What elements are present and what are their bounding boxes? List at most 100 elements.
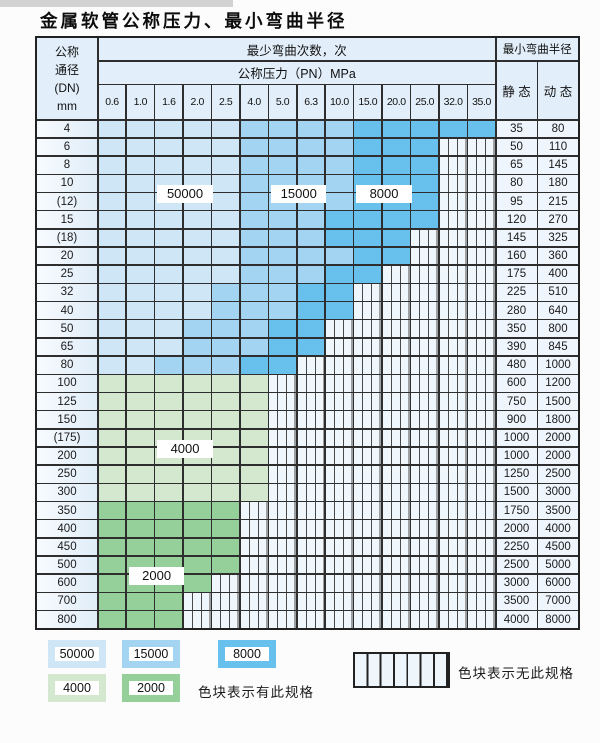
no-spec-cell [325, 429, 353, 447]
no-spec-cell [325, 502, 353, 519]
no-spec-cell [382, 320, 410, 338]
no-spec-cell [325, 520, 353, 538]
spec-cell [382, 120, 410, 138]
static-value-cell: 480 [496, 356, 537, 374]
spec-cell [155, 465, 183, 483]
pressure-col-header: 1.6 [155, 85, 183, 119]
spec-cell [297, 338, 325, 356]
no-spec-cell [468, 593, 495, 610]
spec-cell [468, 120, 495, 138]
dn-cell: 600 [37, 574, 97, 592]
dynamic-value-cell: 400 [538, 265, 578, 283]
spec-cell [240, 211, 268, 229]
spec-cell [155, 120, 183, 138]
bend-cycles-header: 最少弯曲次数，次 [98, 38, 495, 60]
no-spec-cell [382, 574, 410, 592]
static-value-cell: 35 [496, 120, 537, 138]
dynamic-value-cell: 80 [538, 120, 578, 138]
legend-block-15000: 15000 [122, 640, 180, 668]
dynamic-value-cell: 7000 [538, 593, 578, 610]
spec-cell [240, 375, 268, 392]
static-value-cell: 2500 [496, 556, 537, 574]
spec-cell [183, 156, 211, 174]
spec-cell [212, 447, 240, 465]
dynamic-value-cell: 2000 [538, 447, 578, 465]
spec-cell [240, 247, 268, 265]
spec-cell [155, 302, 183, 319]
spec-cell [126, 502, 154, 519]
dynamic-col-header: 动 态 [538, 61, 578, 119]
spec-cell [212, 338, 240, 356]
no-spec-cell [354, 593, 382, 610]
no-spec-cell [269, 574, 296, 592]
spec-cell [183, 284, 211, 301]
no-spec-cell [269, 502, 296, 519]
spec-cell [325, 265, 353, 283]
spec-cell [98, 502, 126, 519]
spec-cell [269, 247, 296, 265]
spec-cell [240, 465, 268, 483]
dn-cell: 65 [37, 338, 97, 356]
spec-cell [297, 156, 325, 174]
spec-cell [126, 175, 154, 192]
spec-cell [98, 356, 126, 374]
spec-cell [183, 265, 211, 283]
dn-cell: 450 [37, 538, 97, 556]
pressure-col-header: 6.3 [297, 85, 325, 119]
spec-cell [212, 320, 240, 338]
spec-cell [98, 520, 126, 538]
no-spec-cell [468, 302, 495, 319]
no-spec-cell [354, 356, 382, 374]
scan-artifact-bar [0, 0, 233, 7]
legend-block-4000: 4000 [48, 674, 106, 702]
no-spec-cell [297, 465, 325, 483]
no-spec-cell [468, 156, 495, 174]
no-spec-cell [354, 429, 382, 447]
spec-cell [411, 156, 439, 174]
no-spec-cell [468, 484, 495, 501]
no-spec-cell [382, 593, 410, 610]
spec-cell [98, 211, 126, 229]
spec-cell [126, 320, 154, 338]
spec-cell [269, 229, 296, 247]
dynamic-value-cell: 270 [538, 211, 578, 229]
spec-cell [183, 574, 211, 592]
spec-cell [240, 338, 268, 356]
dn-cell: 800 [37, 611, 97, 628]
spec-cell [240, 320, 268, 338]
spec-cell [325, 302, 353, 319]
pressure-col-header: 5.0 [269, 85, 296, 119]
spec-cell [98, 138, 126, 156]
no-spec-cell [439, 284, 467, 301]
spec-cell [126, 611, 154, 628]
no-spec-cell [297, 375, 325, 392]
no-spec-cell [240, 538, 268, 556]
no-spec-cell [468, 429, 495, 447]
no-spec-cell [439, 375, 467, 392]
legend-block-50000: 50000 [48, 640, 106, 668]
no-spec-cell [411, 538, 439, 556]
no-spec-cell [325, 393, 353, 410]
spec-cell [411, 138, 439, 156]
no-spec-cell [468, 574, 495, 592]
no-spec-cell [354, 574, 382, 592]
spec-cell [269, 211, 296, 229]
static-value-cell: 160 [496, 247, 537, 265]
no-spec-cell [468, 265, 495, 283]
no-spec-cell [382, 484, 410, 501]
dn-cell: 50 [37, 320, 97, 338]
no-spec-cell [411, 356, 439, 374]
cycle-count-label: 8000 [356, 185, 412, 204]
spec-cell [240, 284, 268, 301]
legend-value: 8000 [233, 647, 261, 661]
spec-cell [325, 247, 353, 265]
dynamic-value-cell: 1200 [538, 375, 578, 392]
spec-cell [411, 120, 439, 138]
spec-cell [98, 375, 126, 392]
static-value-cell: 4000 [496, 611, 537, 628]
spec-cell [382, 138, 410, 156]
spec-cell [183, 556, 211, 574]
no-spec-cell [354, 411, 382, 429]
pressure-col-header: 1.0 [126, 85, 154, 119]
spec-cell [325, 156, 353, 174]
